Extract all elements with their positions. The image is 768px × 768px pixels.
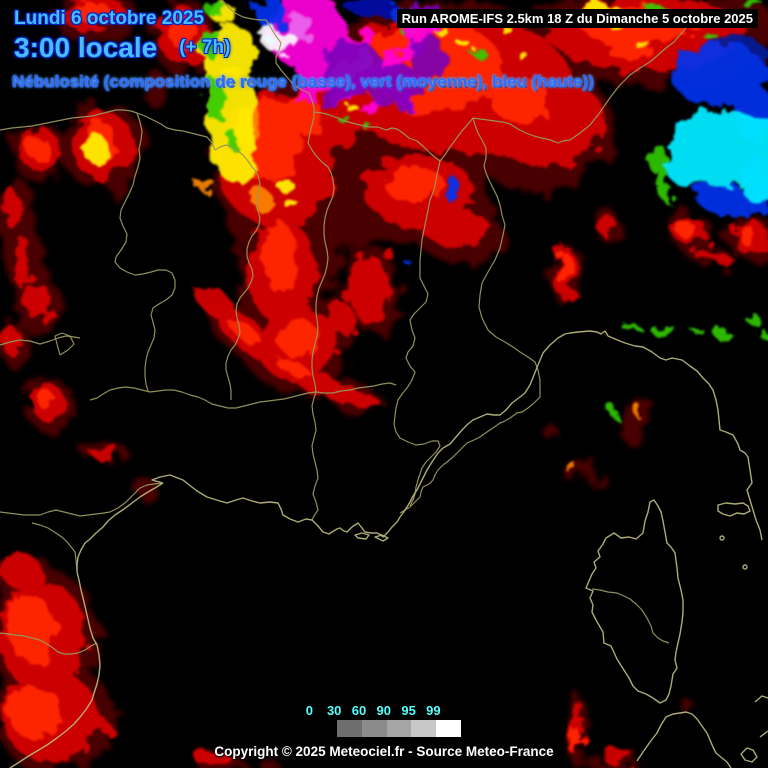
legend-box: [386, 720, 412, 737]
legend-value: 60: [351, 703, 367, 718]
department-borders: [0, 0, 691, 655]
cloud-cyan-layer: [266, 36, 768, 205]
date-label: Lundi 6 octobre 2025: [14, 8, 205, 29]
header: Lundi 6 octobre 2025 3:00 locale (+ 7h): [14, 8, 230, 64]
local-time: 3:00 locale: [14, 32, 158, 63]
model-run-info: Run AROME-IFS 2.5km 18 Z du Dimanche 5 o…: [396, 9, 758, 28]
legend-value: 90: [376, 703, 392, 718]
cloud-mid-layer: [201, 0, 767, 420]
legend-labels: 0 30 60 90 95 99: [297, 703, 446, 718]
legend-value: 95: [401, 703, 416, 718]
time-offset: (+ 7h): [179, 37, 231, 58]
legend-box: [411, 720, 437, 737]
legend-box: [337, 720, 362, 737]
coastlines: [9, 330, 768, 768]
legend-boxes: [337, 720, 461, 737]
legend-value: 30: [326, 703, 342, 718]
parameter-subtitle: Nébulosité (composition de rouge (basse)…: [12, 72, 594, 91]
time-label: 3:00 locale (+ 7h): [14, 32, 230, 64]
legend-value: 99: [426, 703, 441, 718]
copyright-notice: Copyright © 2025 Meteociel.fr - Source M…: [214, 744, 554, 759]
legend-box: [361, 720, 387, 737]
legend-box: [436, 720, 461, 737]
legend-value: 0: [305, 703, 314, 718]
